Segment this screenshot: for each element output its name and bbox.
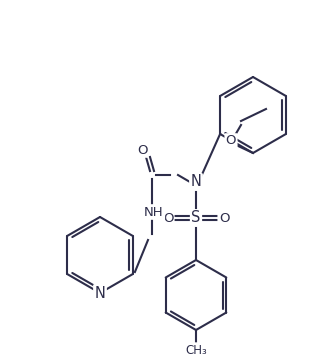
Text: O: O xyxy=(137,143,147,156)
Text: O: O xyxy=(219,212,229,224)
Text: S: S xyxy=(191,211,201,225)
Text: NH: NH xyxy=(144,205,164,219)
Text: O: O xyxy=(226,135,236,147)
Text: N: N xyxy=(94,286,105,301)
Text: O: O xyxy=(163,212,173,224)
Text: CH₃: CH₃ xyxy=(185,343,207,356)
Text: N: N xyxy=(190,175,201,189)
